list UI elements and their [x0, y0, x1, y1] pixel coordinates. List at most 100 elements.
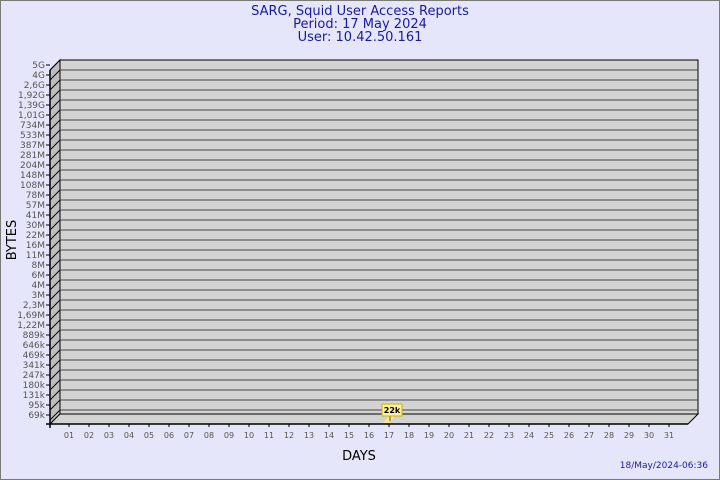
grid-diagonal	[49, 409, 61, 421]
y-tick-label: 3M	[32, 291, 46, 301]
x-tick-label: 01	[64, 431, 74, 440]
y-tick-label: 4M	[32, 281, 46, 291]
y-tick-label: 108M	[20, 181, 45, 191]
x-tick-label: 18	[404, 431, 414, 440]
y-tick-label: 78M	[26, 191, 45, 201]
grid-diagonal	[49, 219, 61, 231]
y-tick-label: 533M	[20, 131, 45, 141]
grid-diagonal	[49, 269, 61, 281]
y-tick-label: 387M	[20, 141, 45, 151]
plot-area	[59, 59, 699, 415]
grid-diagonal	[49, 139, 61, 151]
x-tick-label: 20	[444, 431, 454, 440]
x-tick-label: 12	[284, 431, 294, 440]
grid-diagonal	[49, 309, 61, 321]
grid-diagonal	[49, 179, 61, 191]
chart-user: User: 10.42.50.161	[297, 30, 423, 45]
grid-diagonal	[49, 379, 61, 391]
grid-diagonal	[49, 259, 61, 271]
x-tick-label: 04	[124, 431, 134, 440]
y-tick-label: 8M	[32, 261, 46, 271]
x-tick-label: 17	[384, 431, 394, 440]
y-tick-label: 180k	[23, 381, 46, 391]
x-tick-label: 30	[644, 431, 654, 440]
x-tick-label: 29	[624, 431, 634, 440]
grid-diagonal	[49, 369, 61, 381]
grid-diagonal	[49, 59, 61, 71]
grid-diagonal	[49, 99, 61, 111]
chart-period: Period: 17 May 2024	[293, 17, 427, 32]
grid-diagonal	[49, 69, 61, 81]
y-tick-label: 1,22M	[17, 321, 45, 331]
grid-diagonal	[49, 119, 61, 131]
grid-diagonal	[49, 129, 61, 141]
y-tick-label: 11M	[26, 251, 45, 261]
x-tick-label: 25	[544, 431, 554, 440]
y-tick-label: 1,01G	[18, 111, 45, 121]
grid-diagonal	[49, 189, 61, 201]
y-tick-label: 889k	[23, 331, 46, 341]
grid-diagonal	[49, 159, 61, 171]
y-tick-label: 41M	[26, 211, 45, 221]
y-tick-label: 5G	[32, 61, 45, 71]
y-tick-label: 2,3M	[23, 301, 45, 311]
grid-diagonal	[49, 209, 61, 221]
grid-diagonal	[49, 329, 61, 341]
y-tick-label: 469k	[23, 351, 46, 361]
y-tick-label: 69k	[28, 411, 45, 421]
y-tick-label: 6M	[32, 271, 46, 281]
x-tick-label: 27	[584, 431, 594, 440]
grid-diagonal	[49, 349, 61, 361]
y-tick-label: 148M	[20, 171, 45, 181]
x-tick-label: 06	[164, 431, 174, 440]
x-tick-label: 22	[484, 431, 494, 440]
x-tick-label: 14	[324, 431, 334, 440]
grid-diagonal	[49, 299, 61, 311]
y-tick-label: 734M	[20, 121, 45, 131]
y-tick-label: 95k	[28, 401, 45, 411]
x-tick-label: 21	[464, 431, 474, 440]
x-tick-label: 02	[84, 431, 94, 440]
floor	[48, 413, 700, 425]
grid-diagonal	[49, 389, 61, 401]
y-tick-label: 4G	[32, 71, 45, 81]
bar-day-17	[383, 416, 395, 423]
grid-diagonal	[49, 109, 61, 121]
y-tick-label: 247k	[23, 371, 46, 381]
y-tick-label: 646k	[23, 341, 46, 351]
y-tick-label: 281M	[20, 151, 45, 161]
y-tick-label: 16M	[26, 241, 45, 251]
x-tick-label: 24	[524, 431, 534, 440]
y-tick-label: 22M	[26, 231, 45, 241]
grid-diagonal	[49, 289, 61, 301]
x-tick-label: 10	[244, 431, 254, 440]
x-tick-label: 16	[364, 431, 374, 440]
x-tick-label: 28	[604, 431, 614, 440]
y-tick-label: 57M	[26, 201, 45, 211]
x-tick-label: 31	[664, 431, 674, 440]
x-tick-label: 05	[144, 431, 154, 440]
y-tick-label: 2,6G	[24, 81, 45, 91]
x-tick-label: 08	[204, 431, 214, 440]
chart-title: SARG, Squid User Access Reports	[251, 4, 469, 19]
y-tick-label: 30M	[26, 221, 45, 231]
grid-diagonal	[49, 149, 61, 161]
grid-diagonal	[49, 359, 61, 371]
data-label: 22k	[384, 406, 401, 415]
x-tick-label: 26	[564, 431, 574, 440]
grid-diagonal	[49, 339, 61, 351]
grid-diagonal	[49, 279, 61, 291]
x-axis-label: DAYS	[342, 449, 376, 464]
y-tick-label: 1,69M	[17, 311, 45, 321]
x-tick-label: 15	[344, 431, 354, 440]
grid-diagonal	[49, 79, 61, 91]
x-tick-label: 13	[304, 431, 314, 440]
x-tick-label: 23	[504, 431, 514, 440]
y-tick-label: 341k	[23, 361, 46, 371]
y-tick-label: 131k	[23, 391, 46, 401]
x-tick-label: 19	[424, 431, 434, 440]
y-tick-label: 1,39G	[18, 101, 45, 111]
y-tick-label: 1,92G	[18, 91, 45, 101]
grid-diagonal	[49, 239, 61, 251]
